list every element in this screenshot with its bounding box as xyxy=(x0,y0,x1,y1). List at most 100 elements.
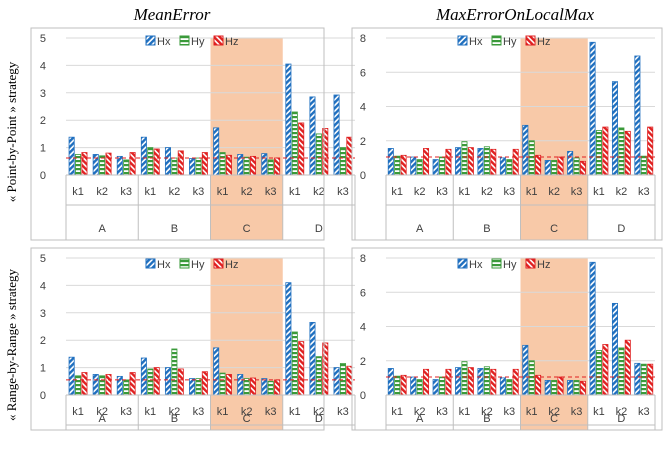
x-tick-label: k1 xyxy=(391,186,403,198)
x-tick-label: k2 xyxy=(313,406,325,418)
x-tick-label: k1 xyxy=(289,186,301,198)
bar-hy xyxy=(506,379,513,396)
group-label: B xyxy=(483,223,490,235)
bar-hy xyxy=(195,378,202,396)
bar-hz xyxy=(445,148,452,176)
bar-hz xyxy=(579,380,586,396)
bar-hy xyxy=(123,159,130,176)
highlight-band xyxy=(520,38,588,240)
bar-hz xyxy=(346,136,353,176)
bar-hy xyxy=(243,156,250,176)
legend-swatch-hy xyxy=(491,35,502,46)
bar-hz xyxy=(400,154,407,176)
y-tick-label: 1 xyxy=(40,143,46,155)
bar-hy xyxy=(315,356,322,396)
y-tick-label: 0 xyxy=(360,390,366,402)
bar-hx xyxy=(333,94,340,176)
bar-hx xyxy=(68,356,75,396)
bar-hy xyxy=(595,350,602,396)
bar-hy xyxy=(506,159,513,176)
bar-hz xyxy=(250,377,257,396)
x-tick-label: k1 xyxy=(72,406,84,418)
bar-hy xyxy=(394,375,401,396)
bar-hz xyxy=(225,374,232,396)
y-tick-label: 8 xyxy=(360,33,366,45)
x-tick-label: k1 xyxy=(144,186,156,198)
bar-hx xyxy=(589,41,596,176)
bar-hz xyxy=(153,148,160,176)
bar-hy xyxy=(483,366,490,396)
legend-swatch-hx xyxy=(457,35,468,46)
bar-hx xyxy=(213,347,220,396)
y-tick-label: 3 xyxy=(40,88,46,100)
x-tick-label: k2 xyxy=(96,406,108,418)
bar-hz xyxy=(490,368,497,396)
bar-hx xyxy=(567,380,574,396)
bar-hz xyxy=(535,154,542,176)
x-tick-label: k2 xyxy=(414,186,426,198)
x-tick-label: k3 xyxy=(503,186,515,198)
bar-hy xyxy=(267,159,274,176)
x-tick-label: k2 xyxy=(548,186,560,198)
bar-hx xyxy=(333,367,340,396)
panel-frame xyxy=(351,247,663,431)
legend-label-hz: Hz xyxy=(225,259,238,271)
bar-hx xyxy=(92,374,99,396)
legend-swatch-hy xyxy=(179,258,190,269)
bar-hx xyxy=(140,357,147,396)
bar-hy xyxy=(147,147,154,176)
x-tick-label: k2 xyxy=(616,406,628,418)
bar-hx xyxy=(432,379,439,396)
y-tick-label: 3 xyxy=(40,308,46,320)
bar-hy xyxy=(618,127,625,176)
y-tick-label: 5 xyxy=(40,253,46,265)
x-tick-label: k3 xyxy=(436,406,448,418)
bar-hx xyxy=(285,282,292,396)
bar-hx xyxy=(164,367,171,396)
bar-hx xyxy=(611,81,618,176)
bar-hx xyxy=(544,160,551,176)
legend-swatch-hz xyxy=(213,258,224,269)
x-tick-label: k1 xyxy=(144,406,156,418)
panel-frame xyxy=(30,27,325,241)
legend-label-hx: Hx xyxy=(469,36,483,48)
bar-hy xyxy=(394,155,401,176)
legend-swatch-hx xyxy=(145,35,156,46)
bar-hx xyxy=(634,362,641,396)
bar-hz xyxy=(105,374,112,396)
x-tick-label: k2 xyxy=(481,186,493,198)
bar-hz xyxy=(423,368,430,396)
bar-hx xyxy=(589,261,596,396)
x-tick-label: k3 xyxy=(337,406,349,418)
x-tick-label: k3 xyxy=(638,186,650,198)
bar-hz xyxy=(557,156,564,176)
y-tick-label: 4 xyxy=(40,280,46,292)
y-tick-label: 4 xyxy=(40,60,46,72)
bar-hz xyxy=(274,379,281,396)
legend-swatch-hz xyxy=(525,35,536,46)
bar-hy xyxy=(640,155,647,176)
highlight-band xyxy=(210,38,283,240)
x-tick-label: k2 xyxy=(241,406,253,418)
legend-swatch-hy xyxy=(179,35,190,46)
bar-hz xyxy=(129,152,136,176)
bar-hz xyxy=(250,155,257,176)
x-tick-label: k2 xyxy=(96,186,108,198)
bar-hz xyxy=(624,130,631,176)
group-label: B xyxy=(171,223,178,235)
bar-hx xyxy=(567,150,574,176)
y-tick-label: 0 xyxy=(360,170,366,182)
bar-hy xyxy=(528,140,535,176)
bar-hy xyxy=(618,347,625,396)
legend-label-hy: Hy xyxy=(191,259,205,271)
highlight-band xyxy=(520,258,588,430)
bar-hy xyxy=(528,360,535,396)
bar-hz xyxy=(602,344,609,396)
bar-hz xyxy=(647,126,654,176)
bar-hz xyxy=(81,372,88,396)
bar-hz xyxy=(153,367,160,396)
bar-hz xyxy=(467,147,474,176)
bar-hx xyxy=(499,157,506,176)
chart-panel-4: 0 2 4 6 8 k1 k2 k3 Ak1 k2 k3 Bk1 k2 k3 Ck1 k2 k3 D Hx Hy Hz xyxy=(351,247,663,431)
bar-hy xyxy=(75,375,82,396)
